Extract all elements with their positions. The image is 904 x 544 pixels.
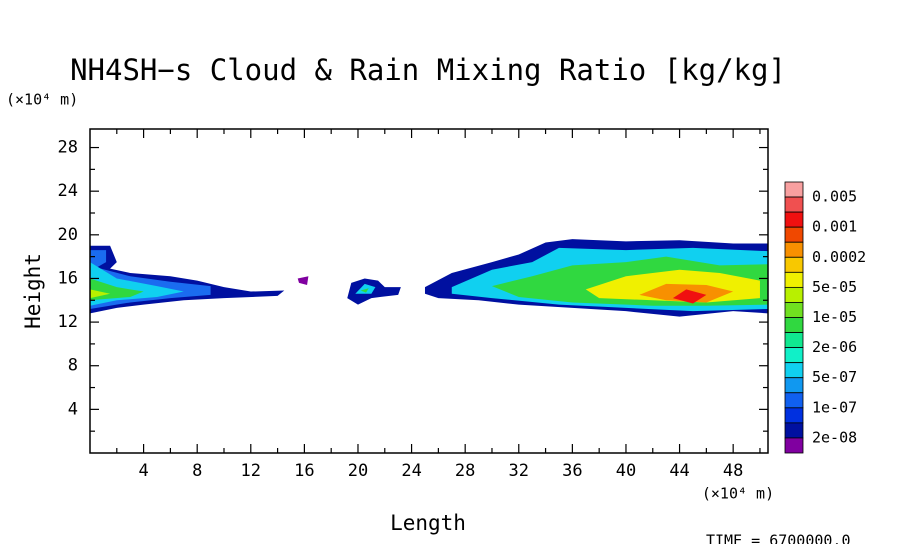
colorbar-swatch <box>784 286 804 303</box>
colorbar-swatch <box>784 271 804 288</box>
y-tick-label: 16 <box>58 268 78 288</box>
y-tick-label: 24 <box>58 181 78 201</box>
x-tick-label: 32 <box>509 461 529 481</box>
contour-region <box>297 276 309 285</box>
colorbar-label: 0.0002 <box>812 248 866 266</box>
colorbar-swatch <box>784 211 804 228</box>
contour-region <box>672 289 707 304</box>
x-tick-label: 24 <box>401 461 421 481</box>
y-unit: (×10⁴ m) <box>6 91 78 109</box>
colorbar-label: 5e-05 <box>812 278 857 296</box>
time-label: TIME = 6700000.0 <box>706 532 851 544</box>
colorbar-swatch <box>784 392 804 409</box>
colorbar-swatch <box>784 317 804 333</box>
colorbar-swatch <box>784 302 804 318</box>
colorbar-swatch <box>784 226 804 243</box>
x-tick-label: 28 <box>455 461 475 481</box>
x-tick-label: 8 <box>192 461 202 481</box>
colorbar-label: 5e-07 <box>812 368 857 386</box>
colorbar-swatch <box>784 241 804 258</box>
x-tick-label: 12 <box>241 461 261 481</box>
contour-region <box>90 289 111 299</box>
colorbar-swatch <box>784 196 804 213</box>
y-axis-label: Height <box>21 253 45 329</box>
colorbar-swatch <box>784 407 804 424</box>
x-tick-label: 48 <box>723 461 743 481</box>
x-axis-label: Length <box>390 511 466 535</box>
x-tick-label: 16 <box>294 461 314 481</box>
colorbar-swatch <box>784 181 804 198</box>
colorbar-swatch <box>784 347 804 364</box>
chart-title: NH4SH−s Cloud & Rain Mixing Ratio [kg/kg… <box>70 53 786 87</box>
colorbar-label: 2e-08 <box>812 428 857 446</box>
y-tick-label: 28 <box>58 138 78 158</box>
colorbar-swatch <box>784 422 804 439</box>
x-unit: (×10⁴ m) <box>702 485 774 503</box>
x-tick-label: 4 <box>138 461 148 481</box>
colorbar-swatch <box>784 362 804 379</box>
colorbar-label: 2e-06 <box>812 338 857 356</box>
colorbar-label: 1e-05 <box>812 308 857 326</box>
colorbar-label: 0.001 <box>812 218 857 236</box>
colorbar-label: 1e-07 <box>812 398 857 416</box>
x-tick-label: 44 <box>669 461 689 481</box>
y-tick-label: 8 <box>68 356 78 376</box>
contour-region <box>360 288 369 293</box>
x-tick-label: 40 <box>616 461 636 481</box>
colorbar-swatch <box>784 332 804 349</box>
plot-frame <box>89 128 769 454</box>
contour-region <box>355 283 376 294</box>
colorbar-label: 0.005 <box>812 188 857 206</box>
x-tick-label: 36 <box>562 461 582 481</box>
contour-region <box>347 278 401 305</box>
x-tick-label: 20 <box>348 461 368 481</box>
field-layer <box>90 239 768 317</box>
y-tick-label: 20 <box>58 225 78 245</box>
colorbar-swatch <box>784 377 804 394</box>
colorbar-swatch <box>784 437 804 454</box>
colorbar-swatch <box>784 256 804 273</box>
y-tick-label: 4 <box>68 399 78 419</box>
y-tick-label: 12 <box>58 312 78 332</box>
